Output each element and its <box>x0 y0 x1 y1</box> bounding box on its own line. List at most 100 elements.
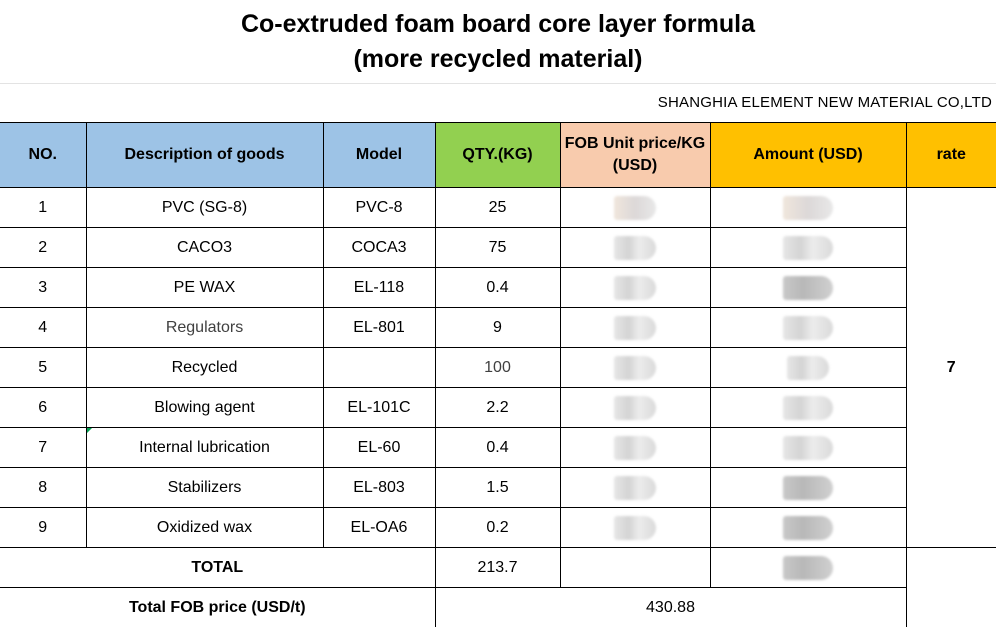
table-row: 9 Oxidized wax EL-OA6 0.2 <box>0 507 996 548</box>
redacted-value <box>614 315 656 340</box>
cell-amount <box>709 267 907 308</box>
redacted-value <box>783 195 833 220</box>
table-row: 1 PVC (SG-8) PVC-8 25 7 <box>0 187 996 548</box>
comment-marker <box>86 428 92 433</box>
cell-no: 1 <box>0 187 87 228</box>
cell-qty: 2.2 <box>434 387 561 428</box>
cell-model: EL-803 <box>322 467 436 508</box>
total-fob-value: 430.88 <box>434 587 907 627</box>
cell-amount <box>709 187 907 228</box>
cell-unit-price <box>559 467 711 508</box>
table-row: 6 Blowing agent EL-101C 2.2 <box>0 387 996 428</box>
cell-unit-price <box>559 227 711 268</box>
redacted-value <box>783 475 833 500</box>
cell-amount <box>709 387 907 428</box>
cell-model: COCA3 <box>322 227 436 268</box>
table-row: 2 CACO3 COCA3 75 <box>0 227 996 268</box>
cell-description: Blowing agent <box>85 387 324 428</box>
cell-amount <box>709 507 907 548</box>
cell-unit-price <box>559 267 711 308</box>
total-amount <box>709 547 907 588</box>
header-model: Model <box>322 122 436 188</box>
cell-description: Oxidized wax <box>85 507 324 548</box>
header-description: Description of goods <box>85 122 324 188</box>
redacted-value <box>783 235 833 260</box>
total-fob-row: Total FOB price (USD/t) 430.88 <box>0 587 996 627</box>
total-fob-label: Total FOB price (USD/t) <box>0 587 436 627</box>
cell-no: 7 <box>0 427 87 468</box>
cell-unit-price <box>559 347 711 388</box>
total-rate-blank <box>905 547 996 588</box>
header-unit-price: FOB Unit price/KG (USD) <box>559 122 711 188</box>
header-amount: Amount (USD) <box>709 122 907 188</box>
cell-description-text: Internal lubrication <box>139 438 270 456</box>
redacted-value <box>783 275 833 300</box>
cell-unit-price <box>559 387 711 428</box>
redacted-value <box>614 515 656 540</box>
formula-table: NO. Description of goods Model QTY.(KG) … <box>0 122 996 627</box>
cell-unit-price <box>559 427 711 468</box>
redacted-value <box>783 555 833 580</box>
redacted-value <box>783 395 833 420</box>
table-row: 4 Regulators EL-801 9 <box>0 307 996 348</box>
cell-no: 5 <box>0 347 87 388</box>
cell-qty: 0.2 <box>434 507 561 548</box>
cell-qty: 0.4 <box>434 427 561 468</box>
cell-description: PE WAX <box>85 267 324 308</box>
redacted-value <box>614 475 656 500</box>
cell-amount <box>709 467 907 508</box>
cell-qty: 0.4 <box>434 267 561 308</box>
cell-description: Regulators <box>85 307 324 348</box>
redacted-value <box>783 315 833 340</box>
cell-model: EL-801 <box>322 307 436 348</box>
title-block: Co-extruded foam board core layer formul… <box>0 0 996 84</box>
cell-qty: 25 <box>434 187 561 228</box>
cell-model: EL-118 <box>322 267 436 308</box>
cell-qty: 1.5 <box>434 467 561 508</box>
page-subtitle: (more recycled material) <box>353 45 643 73</box>
redacted-value <box>614 195 656 220</box>
header-rate: rate <box>905 122 996 188</box>
cell-no: 8 <box>0 467 87 508</box>
header-no: NO. <box>0 122 87 188</box>
cell-model: EL-OA6 <box>322 507 436 548</box>
cell-qty: 100 <box>434 347 561 388</box>
cell-unit-price <box>559 307 711 348</box>
cell-amount <box>709 227 907 268</box>
cell-model <box>322 347 436 388</box>
cell-amount <box>709 427 907 468</box>
cell-description: PVC (SG-8) <box>85 187 324 228</box>
redacted-value <box>783 515 833 540</box>
cell-no: 2 <box>0 227 87 268</box>
redacted-value <box>614 395 656 420</box>
total-row: TOTAL 213.7 <box>0 547 996 588</box>
table-row: 8 Stabilizers EL-803 1.5 <box>0 467 996 508</box>
cell-qty: 9 <box>434 307 561 348</box>
page-title: Co-extruded foam board core layer formul… <box>240 10 755 38</box>
cell-model: EL-101C <box>322 387 436 428</box>
total-qty: 213.7 <box>434 547 561 588</box>
cell-no: 9 <box>0 507 87 548</box>
redacted-value <box>783 435 833 460</box>
cell-rate: 7 <box>905 187 996 548</box>
cell-unit-price <box>559 187 711 228</box>
redacted-value <box>787 355 829 380</box>
header-qty: QTY.(KG) <box>434 122 561 188</box>
total-unit-price <box>559 547 711 588</box>
redacted-value <box>614 355 656 380</box>
cell-qty: 75 <box>434 227 561 268</box>
total-label: TOTAL <box>0 547 436 588</box>
cell-description: Internal lubrication <box>85 427 324 468</box>
table-row: 3 PE WAX EL-118 0.4 <box>0 267 996 308</box>
cell-amount <box>709 347 907 388</box>
redacted-value <box>614 435 656 460</box>
table-row: 7 Internal lubrication EL-60 0.4 <box>0 427 996 468</box>
cell-description: Recycled <box>85 347 324 388</box>
total-fob-blank <box>905 587 996 627</box>
cell-no: 6 <box>0 387 87 428</box>
cell-model: PVC-8 <box>322 187 436 228</box>
cell-description: Stabilizers <box>85 467 324 508</box>
redacted-value <box>614 275 656 300</box>
table-row: 5 Recycled 100 <box>0 347 996 388</box>
cell-no: 3 <box>0 267 87 308</box>
